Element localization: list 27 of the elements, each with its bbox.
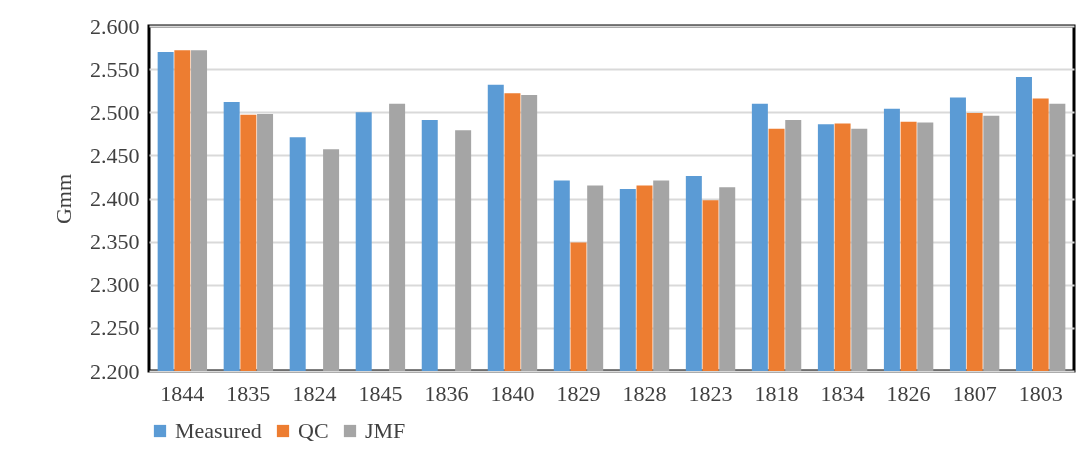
y-tick-label: 2.400 — [90, 186, 140, 211]
x-tick-label: 1835 — [226, 380, 271, 406]
legend-label: Measured — [175, 418, 262, 443]
y-tick-label: 2.300 — [90, 272, 140, 298]
y-axis-title: Gmm — [51, 173, 76, 225]
y-tick-label: 2.450 — [90, 142, 140, 168]
x-tick-label: 1828 — [622, 380, 667, 406]
x-tick-label: 1807 — [952, 380, 997, 406]
y-tick-label: 2.500 — [90, 99, 140, 125]
y-tick-label: 2.250 — [90, 315, 140, 341]
y-tick-label: 2.200 — [90, 358, 140, 384]
x-tick-label: 1829 — [556, 380, 601, 406]
x-tick-label: 1803 — [1018, 380, 1063, 406]
y-tick-label: 2.550 — [90, 56, 140, 82]
x-tick-label: 1826 — [886, 380, 931, 406]
y-tick-label: 2.600 — [90, 13, 140, 39]
x-tick-label: 1845 — [358, 380, 403, 406]
x-tick-label: 1824 — [292, 380, 337, 406]
x-tick-label: 1818 — [754, 380, 799, 406]
legend-label: QC — [298, 418, 329, 443]
x-tick-label: 1834 — [820, 380, 865, 406]
y-tick-label: 2.350 — [90, 229, 140, 255]
x-tick-label: 1836 — [424, 380, 469, 406]
x-tick-label: 1844 — [160, 380, 205, 406]
x-tick-label: 1823 — [688, 380, 733, 406]
legend-label: JMF — [365, 418, 406, 443]
x-tick-label: 1840 — [490, 380, 535, 406]
